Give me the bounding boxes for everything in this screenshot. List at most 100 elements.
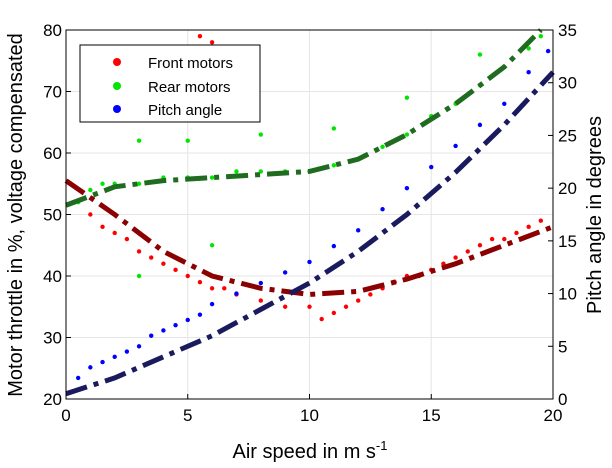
y-left-tick-label: 50 [43,206,62,225]
scatter-point [307,304,312,309]
scatter-point [502,236,507,242]
scatter-point [282,270,288,275]
y-left-tick-label: 20 [43,390,62,409]
scatter-point [124,349,130,354]
scatter-point [538,33,544,39]
legend-label-rear-motors: Rear motors [148,79,231,96]
scatter-point [343,304,349,309]
fit-line-front-motors [64,178,554,297]
scatter-point [319,316,324,322]
scatter-point [404,95,410,100]
scatter-point [258,298,263,303]
fit-lines [64,28,555,397]
scatter-point [453,143,458,149]
fit-line-pitch-angle [65,70,555,397]
scatter-point [222,286,227,291]
scatter-point [477,243,483,248]
scatter-point [161,328,166,333]
scatter-point [234,291,239,296]
legend-label-front-motors: Front motors [148,55,233,72]
scatter-point [465,249,470,254]
y-left-tick-label: 60 [43,144,62,163]
scatter-point [489,236,495,242]
scatter-point [404,185,410,191]
scatter-point [356,298,361,303]
x-tick-label: 20 [544,406,563,425]
scatter-point [112,354,117,360]
x-axis-label: Air speed in m s-1 [233,438,388,463]
scatter-point [331,126,337,131]
x-axis-label-superscript: -1 [376,438,388,453]
scatter-point [75,375,81,381]
scatter-point [197,33,203,39]
x-tick-label: 10 [300,406,319,425]
scatter-point [502,101,507,107]
scatter-point [282,304,288,309]
y-right-tick-label: 25 [558,126,577,145]
scatter-point [136,249,142,254]
scatter-point [197,312,203,317]
y-right-tick-label: 15 [558,232,577,251]
scatter-point [209,301,215,307]
scatter-point [136,273,142,279]
y-left-tick-label: 80 [43,21,62,40]
legend-marker-pitch-angle [113,105,121,113]
scatter-point [368,292,373,297]
legend-marker-rear-motors [113,82,121,90]
scatter-point [331,310,337,316]
y-right-tick-label: 0 [558,390,567,409]
y-right-tick-label: 30 [558,74,577,93]
scatter-point [136,181,142,186]
x-axis-label-main: Air speed in m s [233,441,376,463]
scatter-point [209,286,215,291]
legend: Front motors Rear motors Pitch angle [79,44,261,123]
scatter-point [209,243,215,248]
x-tick-label: 15 [422,406,441,425]
scatter-points [75,33,551,381]
scatter-point [136,138,142,143]
scatter-point [149,255,154,260]
legend-marker-front-motors [113,58,121,66]
y-right-tick-label: 5 [558,337,567,356]
x-tick-label: 0 [61,406,70,425]
scatter-point [124,236,130,242]
scatter-point [209,40,215,45]
scatter-point [356,228,361,233]
scatter-point [161,261,166,266]
fit-line-rear-motors [65,28,543,208]
scatter-point [331,163,337,168]
scatter-point [185,317,190,323]
scatter-point [307,259,312,265]
scatter-point [380,207,385,212]
scatter-point [88,212,93,217]
scatter-point [88,187,93,193]
y-axis-left-label: Motor throttle in %, voltage compensated [5,33,27,397]
scatter-point [173,267,178,273]
series-pitch-angle [75,48,551,381]
scatter-point [88,365,93,370]
scatter-point [404,132,410,137]
scatter-point [477,52,483,57]
scatter-point [258,280,263,286]
scatter-point [526,46,531,51]
scatter-point [197,279,203,285]
scatter-point [453,255,458,260]
legend-box [79,44,261,123]
scatter-point [209,175,215,180]
scatter-point [234,169,239,174]
scatter-point [331,243,337,249]
scatter-point [136,344,142,349]
axis-ticks: 0 5 10 15 20 20 30 40 50 60 70 80 0 5 10 15 20 25 30 35 [43,21,577,425]
scatter-point [112,230,117,236]
y-right-tick-label: 35 [558,21,577,40]
scatter-point [514,230,519,236]
scatter-point [380,144,385,150]
scatter-point [538,218,544,223]
scatter-point [149,333,154,338]
scatter-point [100,181,105,186]
y-left-tick-label: 40 [43,267,62,286]
scatter-point [100,224,105,229]
scatter-point [429,164,434,170]
legend-label-pitch-angle: Pitch angle [148,102,222,119]
